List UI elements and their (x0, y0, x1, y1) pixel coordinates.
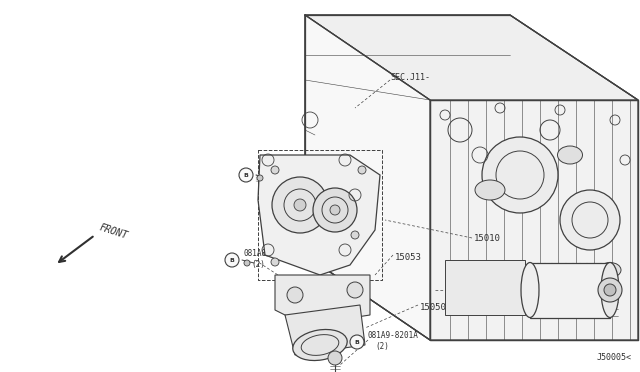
Circle shape (225, 253, 239, 267)
Ellipse shape (521, 263, 539, 317)
Circle shape (313, 188, 357, 232)
Bar (530, 263, 610, 318)
Text: SEC.J11-: SEC.J11- (390, 73, 430, 81)
Circle shape (560, 190, 620, 250)
Text: 15208: 15208 (542, 267, 569, 276)
Text: (2): (2) (251, 260, 265, 269)
Polygon shape (258, 155, 380, 275)
Circle shape (328, 351, 342, 365)
Polygon shape (430, 100, 638, 340)
Text: FRONT: FRONT (98, 223, 129, 241)
Circle shape (294, 199, 306, 211)
Polygon shape (305, 15, 430, 340)
Polygon shape (275, 275, 370, 325)
Text: (3): (3) (265, 176, 279, 185)
Circle shape (482, 137, 558, 213)
Ellipse shape (601, 263, 619, 317)
Circle shape (456, 266, 484, 294)
Circle shape (598, 278, 622, 302)
Circle shape (271, 166, 279, 174)
Circle shape (528, 288, 552, 312)
Text: 15050: 15050 (420, 304, 447, 312)
Circle shape (350, 335, 364, 349)
Text: 15010: 15010 (474, 234, 501, 243)
Circle shape (330, 205, 340, 215)
Text: B: B (244, 173, 248, 177)
Circle shape (239, 168, 253, 182)
Ellipse shape (292, 330, 348, 360)
Text: 081A9-8201A: 081A9-8201A (368, 330, 419, 340)
Text: B: B (230, 257, 234, 263)
Circle shape (347, 282, 363, 298)
Circle shape (351, 231, 359, 239)
Ellipse shape (599, 263, 621, 278)
Text: 081A8-6501A: 081A8-6501A (244, 248, 295, 257)
Polygon shape (305, 15, 638, 100)
Circle shape (257, 175, 263, 181)
Text: 15053: 15053 (395, 253, 422, 263)
Circle shape (271, 258, 279, 266)
Text: J50005<: J50005< (597, 353, 632, 362)
Circle shape (358, 166, 366, 174)
Text: B: B (355, 340, 360, 344)
Text: 081A8-6301A: 081A8-6301A (258, 164, 309, 173)
Text: (2): (2) (375, 343, 389, 352)
Circle shape (244, 260, 250, 266)
Circle shape (287, 287, 303, 303)
Bar (445, 260, 525, 315)
Circle shape (604, 284, 616, 296)
Polygon shape (285, 305, 365, 355)
Circle shape (272, 177, 328, 233)
Ellipse shape (475, 180, 505, 200)
Ellipse shape (557, 146, 582, 164)
